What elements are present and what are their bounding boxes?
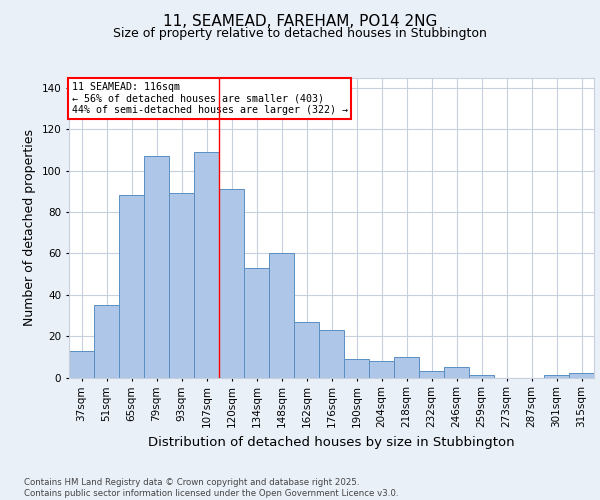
Text: Size of property relative to detached houses in Stubbington: Size of property relative to detached ho… (113, 28, 487, 40)
Y-axis label: Number of detached properties: Number of detached properties (23, 129, 36, 326)
Bar (119, 196, 144, 378)
Bar (294, 322, 319, 378)
Bar (169, 194, 194, 378)
Text: 11 SEAMEAD: 116sqm
← 56% of detached houses are smaller (403)
44% of semi-detach: 11 SEAMEAD: 116sqm ← 56% of detached hou… (71, 82, 347, 115)
Bar (219, 189, 244, 378)
Bar (569, 374, 594, 378)
Bar (419, 372, 444, 378)
Bar (69, 350, 94, 378)
Bar (394, 357, 419, 378)
Bar (469, 376, 494, 378)
Bar (194, 152, 219, 378)
Bar (319, 330, 344, 378)
Bar (369, 361, 394, 378)
Bar (344, 359, 369, 378)
Bar (94, 305, 119, 378)
Bar (244, 268, 269, 378)
Bar (544, 376, 569, 378)
Bar (269, 254, 294, 378)
Text: 11, SEAMEAD, FAREHAM, PO14 2NG: 11, SEAMEAD, FAREHAM, PO14 2NG (163, 14, 437, 29)
X-axis label: Distribution of detached houses by size in Stubbington: Distribution of detached houses by size … (148, 436, 515, 448)
Bar (444, 367, 469, 378)
Bar (144, 156, 169, 378)
Text: Contains HM Land Registry data © Crown copyright and database right 2025.
Contai: Contains HM Land Registry data © Crown c… (24, 478, 398, 498)
